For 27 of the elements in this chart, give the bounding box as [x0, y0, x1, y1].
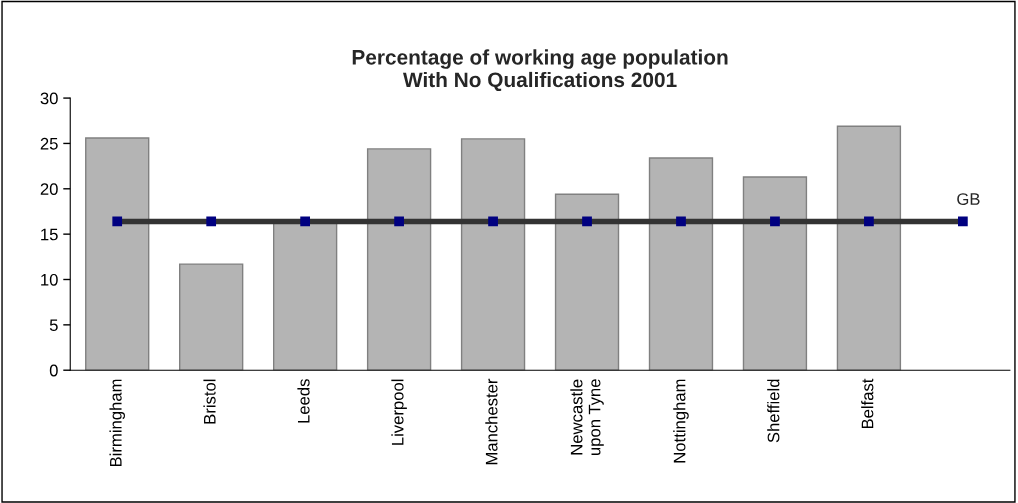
series-label: GB	[957, 193, 980, 205]
chart-title: Percentage of working age population With No Qualifications 2001	[352, 49, 728, 92]
x-tick-label: Liverpool	[391, 379, 407, 445]
bar	[554, 193, 620, 371]
x-tick-label: Belfast	[861, 378, 874, 429]
y-tick-label: 0	[49, 364, 58, 377]
y-tick-label: 5	[49, 319, 58, 332]
bar	[742, 176, 808, 371]
y-tick-label: 30	[40, 92, 58, 105]
bar	[460, 138, 526, 371]
bar	[648, 157, 714, 371]
y-tick-label: 25	[40, 137, 58, 150]
bar	[836, 125, 902, 371]
bar	[272, 222, 338, 371]
bar	[366, 148, 432, 371]
x-tick-label: Bristol	[203, 379, 216, 424]
x-tick-label: Leeds	[297, 379, 310, 423]
y-tick-label: 10	[41, 273, 58, 286]
bar	[85, 137, 150, 371]
x-tick-label: Sheffield	[767, 379, 780, 443]
x-tick-label: Manchester	[485, 378, 498, 465]
x-tick-label: Newcastle upon Tyne	[570, 379, 604, 455]
bar	[179, 263, 244, 371]
y-tick-label: 15	[41, 228, 58, 241]
x-tick-label: Nottingham	[673, 379, 689, 463]
y-tick-label: 20	[40, 183, 58, 195]
x-tick-label: Birmingham	[109, 379, 125, 467]
